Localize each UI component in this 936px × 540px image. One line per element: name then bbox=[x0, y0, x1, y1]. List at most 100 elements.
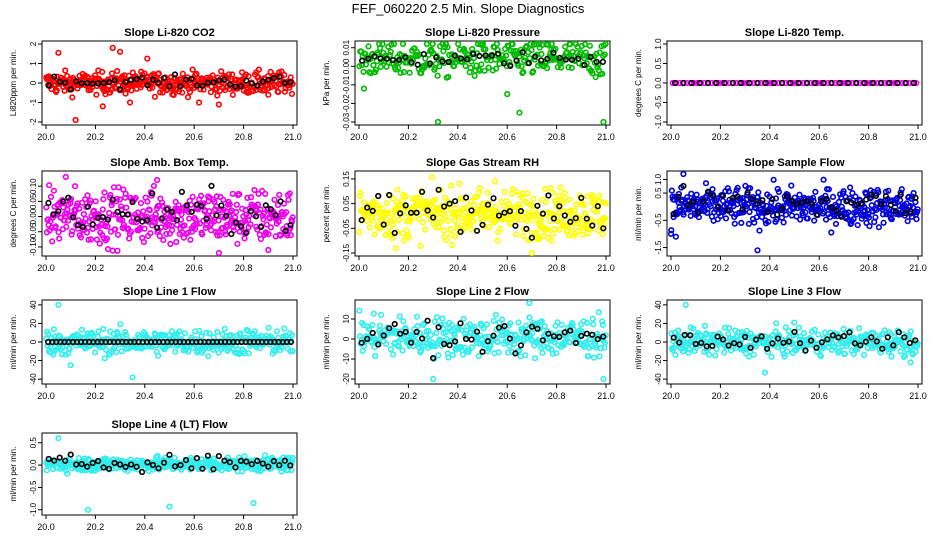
data-point-black bbox=[787, 79, 794, 87]
data-point bbox=[490, 317, 497, 324]
data-point bbox=[289, 214, 296, 221]
data-point-black bbox=[232, 83, 239, 90]
data-point bbox=[265, 231, 272, 238]
data-point bbox=[429, 174, 436, 181]
panel-title: Slope Line 3 Flow bbox=[748, 286, 841, 298]
data-point-black bbox=[254, 457, 261, 465]
data-point-black bbox=[257, 224, 265, 231]
black-series-points bbox=[44, 338, 295, 346]
data-point-black bbox=[188, 465, 195, 472]
data-point bbox=[234, 240, 241, 247]
data-point bbox=[554, 218, 562, 225]
data-point-black bbox=[228, 230, 235, 238]
data-point-black bbox=[695, 209, 702, 216]
data-point bbox=[483, 321, 491, 328]
data-point bbox=[108, 202, 115, 209]
data-point-outlier bbox=[62, 173, 69, 181]
data-point bbox=[441, 43, 449, 51]
data-point bbox=[750, 351, 757, 358]
data-point bbox=[255, 66, 263, 73]
data-point bbox=[275, 218, 282, 225]
data-point bbox=[553, 350, 560, 357]
data-point bbox=[416, 329, 423, 337]
data-point-black bbox=[221, 457, 228, 464]
data-point-black bbox=[128, 76, 135, 84]
data-point-black bbox=[391, 229, 398, 237]
data-point-black bbox=[490, 195, 497, 202]
data-point bbox=[705, 351, 713, 358]
data-point bbox=[556, 226, 563, 233]
data-point-black bbox=[680, 79, 687, 87]
data-point bbox=[913, 79, 920, 87]
data-point-black bbox=[94, 80, 102, 87]
data-point-black bbox=[862, 338, 870, 345]
data-point bbox=[547, 50, 554, 57]
data-point bbox=[143, 213, 150, 220]
y-tick-label: -2 bbox=[29, 118, 38, 126]
data-point bbox=[433, 329, 440, 337]
data-point bbox=[105, 82, 112, 89]
panel-title: Slope Li-820 Temp. bbox=[745, 27, 844, 39]
data-point-black bbox=[198, 202, 205, 210]
data-point bbox=[289, 348, 296, 355]
data-point bbox=[836, 191, 844, 198]
data-point-black bbox=[912, 337, 919, 344]
data-point bbox=[597, 345, 605, 352]
x-tick-label: 20.2 bbox=[400, 263, 418, 273]
data-point bbox=[541, 185, 549, 192]
data-point bbox=[913, 343, 921, 350]
data-point-black bbox=[426, 60, 434, 67]
data-point bbox=[395, 59, 403, 66]
data-point bbox=[369, 321, 376, 329]
panel-5: Slope Gas Stream RH 20.0 20.2 20.4 20.6 20.8 2… bbox=[322, 157, 615, 273]
data-point bbox=[233, 201, 240, 208]
data-point bbox=[765, 218, 772, 225]
data-point bbox=[83, 229, 90, 236]
data-point-black bbox=[556, 333, 563, 341]
data-point-outlier bbox=[392, 245, 400, 252]
data-point-black bbox=[430, 214, 437, 221]
data-point-black bbox=[419, 188, 426, 195]
data-point bbox=[841, 350, 849, 358]
data-point bbox=[537, 216, 545, 223]
x-tick-label: 20.0 bbox=[37, 391, 55, 401]
data-point-black bbox=[813, 211, 820, 218]
x-tick-label: 20.4 bbox=[761, 132, 779, 142]
y-tick-label: 0.0 bbox=[29, 459, 38, 471]
data-point-black bbox=[287, 462, 294, 469]
data-point-black bbox=[840, 333, 848, 340]
data-point-black bbox=[770, 79, 778, 87]
data-point-outlier bbox=[215, 101, 222, 108]
data-point-black bbox=[223, 212, 230, 220]
data-point-black bbox=[243, 458, 250, 465]
data-point bbox=[383, 340, 390, 348]
data-point-black bbox=[287, 79, 294, 86]
data-point-black bbox=[811, 79, 819, 87]
data-point-black bbox=[204, 452, 211, 459]
data-point bbox=[861, 204, 868, 211]
data-point-black bbox=[783, 193, 791, 200]
data-point-black bbox=[237, 457, 244, 465]
data-point bbox=[460, 315, 467, 322]
data-point bbox=[210, 334, 217, 341]
data-point bbox=[229, 71, 236, 78]
data-point bbox=[254, 201, 262, 208]
data-point bbox=[257, 235, 265, 243]
data-point-black bbox=[578, 332, 585, 340]
x-tick-label: 20.4 bbox=[761, 391, 779, 401]
data-point bbox=[476, 185, 484, 192]
data-point-black bbox=[676, 339, 683, 346]
data-point bbox=[445, 217, 452, 224]
data-point-black bbox=[473, 227, 481, 234]
data-point-black bbox=[56, 454, 63, 461]
data-point-black bbox=[725, 342, 732, 349]
data-point bbox=[533, 340, 541, 347]
data-point bbox=[538, 318, 545, 325]
data-point-outlier bbox=[516, 109, 523, 116]
data-point bbox=[707, 203, 714, 210]
data-point bbox=[913, 216, 920, 223]
data-point bbox=[536, 325, 543, 332]
data-point-outlier bbox=[761, 369, 769, 376]
data-point bbox=[79, 199, 86, 206]
data-point-outlier bbox=[548, 40, 555, 48]
